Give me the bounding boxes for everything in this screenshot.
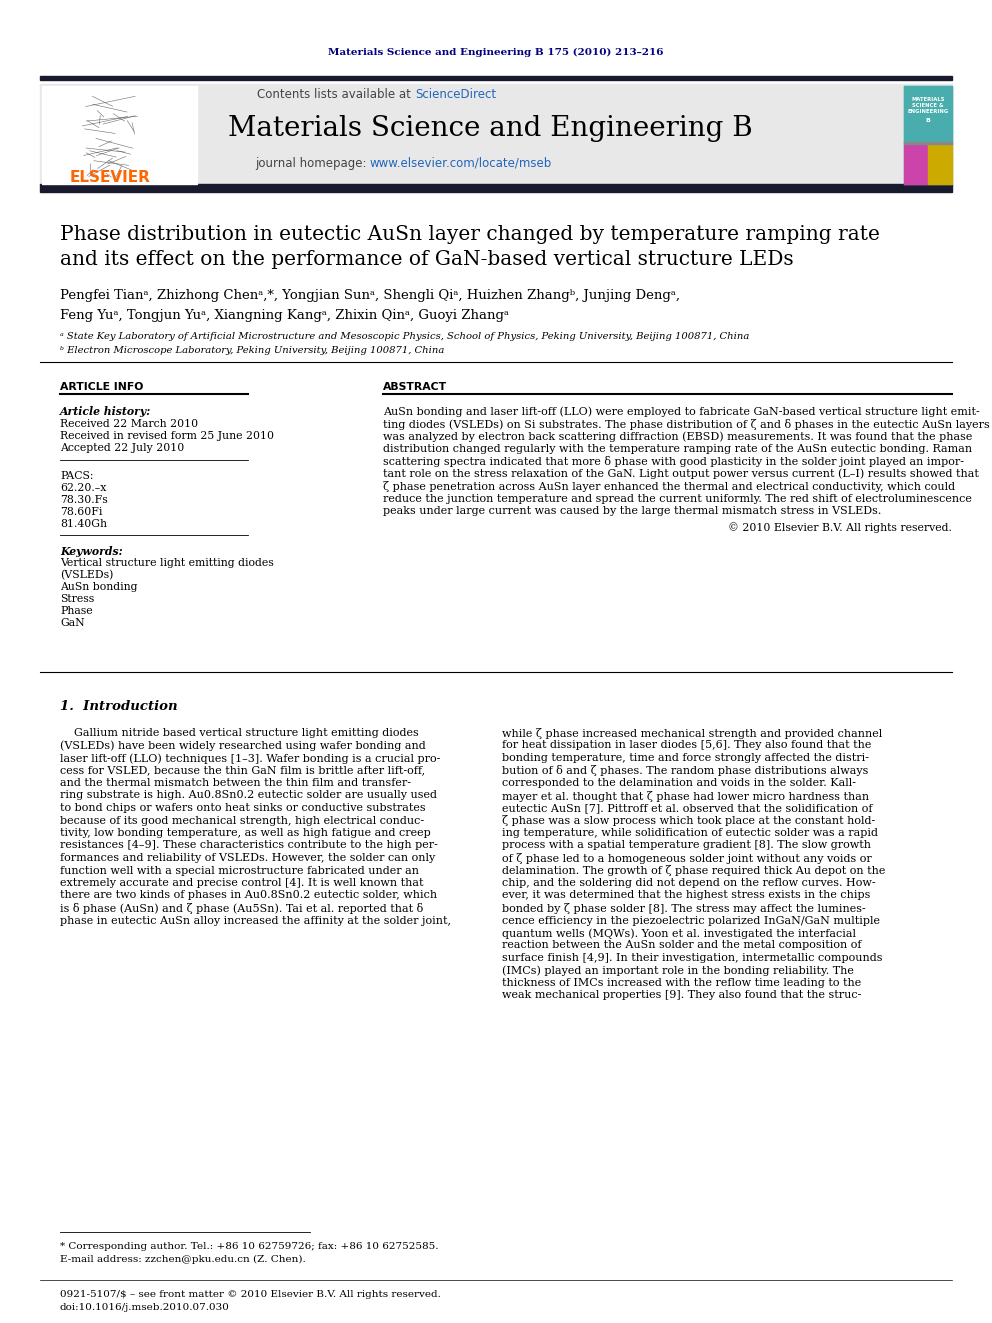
- Text: because of its good mechanical strength, high electrical conduc-: because of its good mechanical strength,…: [60, 815, 425, 826]
- Text: ᵇ Electron Microscope Laboratory, Peking University, Beijing 100871, China: ᵇ Electron Microscope Laboratory, Peking…: [60, 347, 444, 355]
- Text: Phase distribution in eutectic AuSn layer changed by temperature ramping rate: Phase distribution in eutectic AuSn laye…: [60, 225, 880, 243]
- Text: phase in eutectic AuSn alloy increased the affinity at the solder joint,: phase in eutectic AuSn alloy increased t…: [60, 916, 451, 926]
- Text: ABSTRACT: ABSTRACT: [383, 382, 447, 392]
- Text: was analyzed by electron back scattering diffraction (EBSD) measurements. It was: was analyzed by electron back scattering…: [383, 431, 972, 442]
- Text: thickness of IMCs increased with the reflow time leading to the: thickness of IMCs increased with the ref…: [502, 978, 861, 988]
- Text: chip, and the soldering did not depend on the reflow curves. How-: chip, and the soldering did not depend o…: [502, 878, 876, 888]
- Text: cess for VSLED, because the thin GaN film is brittle after lift-off,: cess for VSLED, because the thin GaN fil…: [60, 766, 426, 775]
- Text: delamination. The growth of ζ phase required thick Au depot on the: delamination. The growth of ζ phase requ…: [502, 865, 886, 877]
- Bar: [904, 86, 952, 144]
- Text: Pengfei Tianᵃ, Zhizhong Chenᵃ,*, Yongjian Sunᵃ, Shengli Qiᵃ, Huizhen Zhangᵇ, Jun: Pengfei Tianᵃ, Zhizhong Chenᵃ,*, Yongjia…: [60, 288, 680, 302]
- Text: MATERIALS
SCIENCE &
ENGINEERING: MATERIALS SCIENCE & ENGINEERING: [908, 97, 948, 114]
- Text: function well with a special microstructure fabricated under an: function well with a special microstruct…: [60, 865, 419, 876]
- Text: Stress: Stress: [60, 594, 94, 605]
- Text: Contents lists available at: Contents lists available at: [257, 89, 415, 102]
- Text: (IMCs) played an important role in the bonding reliability. The: (IMCs) played an important role in the b…: [502, 966, 854, 976]
- Text: Vertical structure light emitting diodes: Vertical structure light emitting diodes: [60, 558, 274, 568]
- Text: Received 22 March 2010: Received 22 March 2010: [60, 419, 198, 429]
- Text: www.elsevier.com/locate/mseb: www.elsevier.com/locate/mseb: [370, 156, 553, 169]
- Text: 62.20.–x: 62.20.–x: [60, 483, 106, 493]
- Text: eutectic AuSn [7]. Pittroff et al. observed that the solidification of: eutectic AuSn [7]. Pittroff et al. obser…: [502, 803, 873, 814]
- Text: PACS:: PACS:: [60, 471, 93, 482]
- Text: © 2010 Elsevier B.V. All rights reserved.: © 2010 Elsevier B.V. All rights reserved…: [728, 523, 952, 533]
- Text: formances and reliability of VSLEDs. However, the solder can only: formances and reliability of VSLEDs. How…: [60, 853, 435, 863]
- Text: is δ phase (AuSn) and ζ phase (Au5Sn). Tai et al. reported that δ: is δ phase (AuSn) and ζ phase (Au5Sn). T…: [60, 904, 424, 914]
- Text: 78.30.Fs: 78.30.Fs: [60, 495, 108, 505]
- Text: resistances [4–9]. These characteristics contribute to the high per-: resistances [4–9]. These characteristics…: [60, 840, 437, 851]
- Text: mayer et al. thought that ζ phase had lower micro hardness than: mayer et al. thought that ζ phase had lo…: [502, 791, 869, 802]
- Text: and its effect on the performance of GaN-based vertical structure LEDs: and its effect on the performance of GaN…: [60, 250, 794, 269]
- Text: ring substrate is high. Au0.8Sn0.2 eutectic solder are usually used: ring substrate is high. Au0.8Sn0.2 eutec…: [60, 791, 437, 800]
- Text: extremely accurate and precise control [4]. It is well known that: extremely accurate and precise control […: [60, 878, 424, 888]
- Text: reduce the junction temperature and spread the current uniformly. The red shift : reduce the junction temperature and spre…: [383, 493, 972, 504]
- Text: AuSn bonding: AuSn bonding: [60, 582, 138, 591]
- Text: tivity, low bonding temperature, as well as high fatigue and creep: tivity, low bonding temperature, as well…: [60, 828, 431, 837]
- Text: (VSLEDs): (VSLEDs): [60, 570, 113, 581]
- Text: E-mail address: zzchen@pku.edu.cn (Z. Chen).: E-mail address: zzchen@pku.edu.cn (Z. Ch…: [60, 1256, 306, 1263]
- Bar: [904, 142, 952, 144]
- Text: surface finish [4,9]. In their investigation, intermetallic compounds: surface finish [4,9]. In their investiga…: [502, 953, 883, 963]
- Text: Phase: Phase: [60, 606, 92, 617]
- Text: AuSn bonding and laser lift-off (LLO) were employed to fabricate GaN-based verti: AuSn bonding and laser lift-off (LLO) we…: [383, 406, 980, 417]
- Text: 0921-5107/$ – see front matter © 2010 Elsevier B.V. All rights reserved.: 0921-5107/$ – see front matter © 2010 El…: [60, 1290, 440, 1299]
- Text: ζ phase penetration across AuSn layer enhanced the thermal and electrical conduc: ζ phase penetration across AuSn layer en…: [383, 482, 955, 492]
- Text: and the thermal mismatch between the thin film and transfer-: and the thermal mismatch between the thi…: [60, 778, 411, 789]
- Bar: [928, 144, 952, 184]
- Text: tant role on the stress relaxation of the GaN. Light output power versus current: tant role on the stress relaxation of th…: [383, 468, 979, 479]
- Text: ScienceDirect: ScienceDirect: [415, 89, 496, 102]
- Text: reaction between the AuSn solder and the metal composition of: reaction between the AuSn solder and the…: [502, 941, 861, 950]
- Text: 78.60Fi: 78.60Fi: [60, 507, 102, 517]
- Text: journal homepage:: journal homepage:: [255, 156, 370, 169]
- Text: GaN: GaN: [60, 618, 84, 628]
- Text: 81.40Gh: 81.40Gh: [60, 519, 107, 529]
- Text: ever, it was determined that the highest stress exists in the chips: ever, it was determined that the highest…: [502, 890, 870, 901]
- Text: doi:10.1016/j.mseb.2010.07.030: doi:10.1016/j.mseb.2010.07.030: [60, 1303, 230, 1312]
- Text: process with a spatial temperature gradient [8]. The slow growth: process with a spatial temperature gradi…: [502, 840, 871, 851]
- Bar: [40, 184, 952, 192]
- Bar: [40, 83, 952, 187]
- Text: bonding temperature, time and force strongly affected the distri-: bonding temperature, time and force stro…: [502, 753, 869, 763]
- Text: Feng Yuᵃ, Tongjun Yuᵃ, Xiangning Kangᵃ, Zhixin Qinᵃ, Guoyi Zhangᵃ: Feng Yuᵃ, Tongjun Yuᵃ, Xiangning Kangᵃ, …: [60, 310, 509, 321]
- Text: Received in revised form 25 June 2010: Received in revised form 25 June 2010: [60, 431, 274, 441]
- Bar: [42, 86, 197, 184]
- Text: B: B: [926, 118, 930, 123]
- Text: ARTICLE INFO: ARTICLE INFO: [60, 382, 144, 392]
- Text: ζ phase was a slow process which took place at the constant hold-: ζ phase was a slow process which took pl…: [502, 815, 875, 827]
- Text: cence efficiency in the piezoelectric polarized InGaN/GaN multiple: cence efficiency in the piezoelectric po…: [502, 916, 880, 926]
- Bar: [40, 75, 952, 79]
- Bar: [904, 86, 952, 184]
- Text: while ζ phase increased mechanical strength and provided channel: while ζ phase increased mechanical stren…: [502, 728, 882, 740]
- Text: bonded by ζ phase solder [8]. The stress may affect the lumines-: bonded by ζ phase solder [8]. The stress…: [502, 904, 866, 914]
- Text: laser lift-off (LLO) techniques [1–3]. Wafer bonding is a crucial pro-: laser lift-off (LLO) techniques [1–3]. W…: [60, 753, 440, 763]
- Text: peaks under large current was caused by the large thermal mismatch stress in VSL: peaks under large current was caused by …: [383, 505, 881, 516]
- Text: distribution changed regularly with the temperature ramping rate of the AuSn eut: distribution changed regularly with the …: [383, 443, 972, 454]
- Text: ting diodes (VSLEDs) on Si substrates. The phase distribution of ζ and δ phases : ting diodes (VSLEDs) on Si substrates. T…: [383, 418, 990, 430]
- Bar: [904, 144, 928, 184]
- Text: Gallium nitride based vertical structure light emitting diodes: Gallium nitride based vertical structure…: [60, 728, 419, 738]
- Text: scattering spectra indicated that more δ phase with good plasticity in the solde: scattering spectra indicated that more δ…: [383, 456, 964, 467]
- Text: for heat dissipation in laser diodes [5,6]. They also found that the: for heat dissipation in laser diodes [5,…: [502, 741, 871, 750]
- Text: ELSEVIER: ELSEVIER: [69, 171, 151, 185]
- Text: corresponded to the delamination and voids in the solder. Kall-: corresponded to the delamination and voi…: [502, 778, 856, 789]
- Text: Materials Science and Engineering B: Materials Science and Engineering B: [227, 115, 752, 142]
- Text: of ζ phase led to a homogeneous solder joint without any voids or: of ζ phase led to a homogeneous solder j…: [502, 853, 872, 864]
- Text: weak mechanical properties [9]. They also found that the struc-: weak mechanical properties [9]. They als…: [502, 991, 861, 1000]
- Text: 1.  Introduction: 1. Introduction: [60, 700, 178, 713]
- Text: ing temperature, while solidification of eutectic solder was a rapid: ing temperature, while solidification of…: [502, 828, 878, 837]
- Text: quantum wells (MQWs). Yoon et al. investigated the interfacial: quantum wells (MQWs). Yoon et al. invest…: [502, 927, 856, 938]
- Text: ᵃ State Key Laboratory of Artificial Microstructure and Mesoscopic Physics, Scho: ᵃ State Key Laboratory of Artificial Mic…: [60, 332, 749, 341]
- Text: Accepted 22 July 2010: Accepted 22 July 2010: [60, 443, 185, 452]
- Text: there are two kinds of phases in Au0.8Sn0.2 eutectic solder, which: there are two kinds of phases in Au0.8Sn…: [60, 890, 437, 901]
- Text: Keywords:: Keywords:: [60, 546, 123, 557]
- Text: Article history:: Article history:: [60, 406, 151, 417]
- Text: (VSLEDs) have been widely researched using wafer bonding and: (VSLEDs) have been widely researched usi…: [60, 741, 426, 751]
- Text: Materials Science and Engineering B 175 (2010) 213–216: Materials Science and Engineering B 175 …: [328, 48, 664, 57]
- Text: * Corresponding author. Tel.: +86 10 62759726; fax: +86 10 62752585.: * Corresponding author. Tel.: +86 10 627…: [60, 1242, 438, 1252]
- Text: to bond chips or wafers onto heat sinks or conductive substrates: to bond chips or wafers onto heat sinks …: [60, 803, 426, 814]
- Text: bution of δ and ζ phases. The random phase distributions always: bution of δ and ζ phases. The random pha…: [502, 766, 868, 777]
